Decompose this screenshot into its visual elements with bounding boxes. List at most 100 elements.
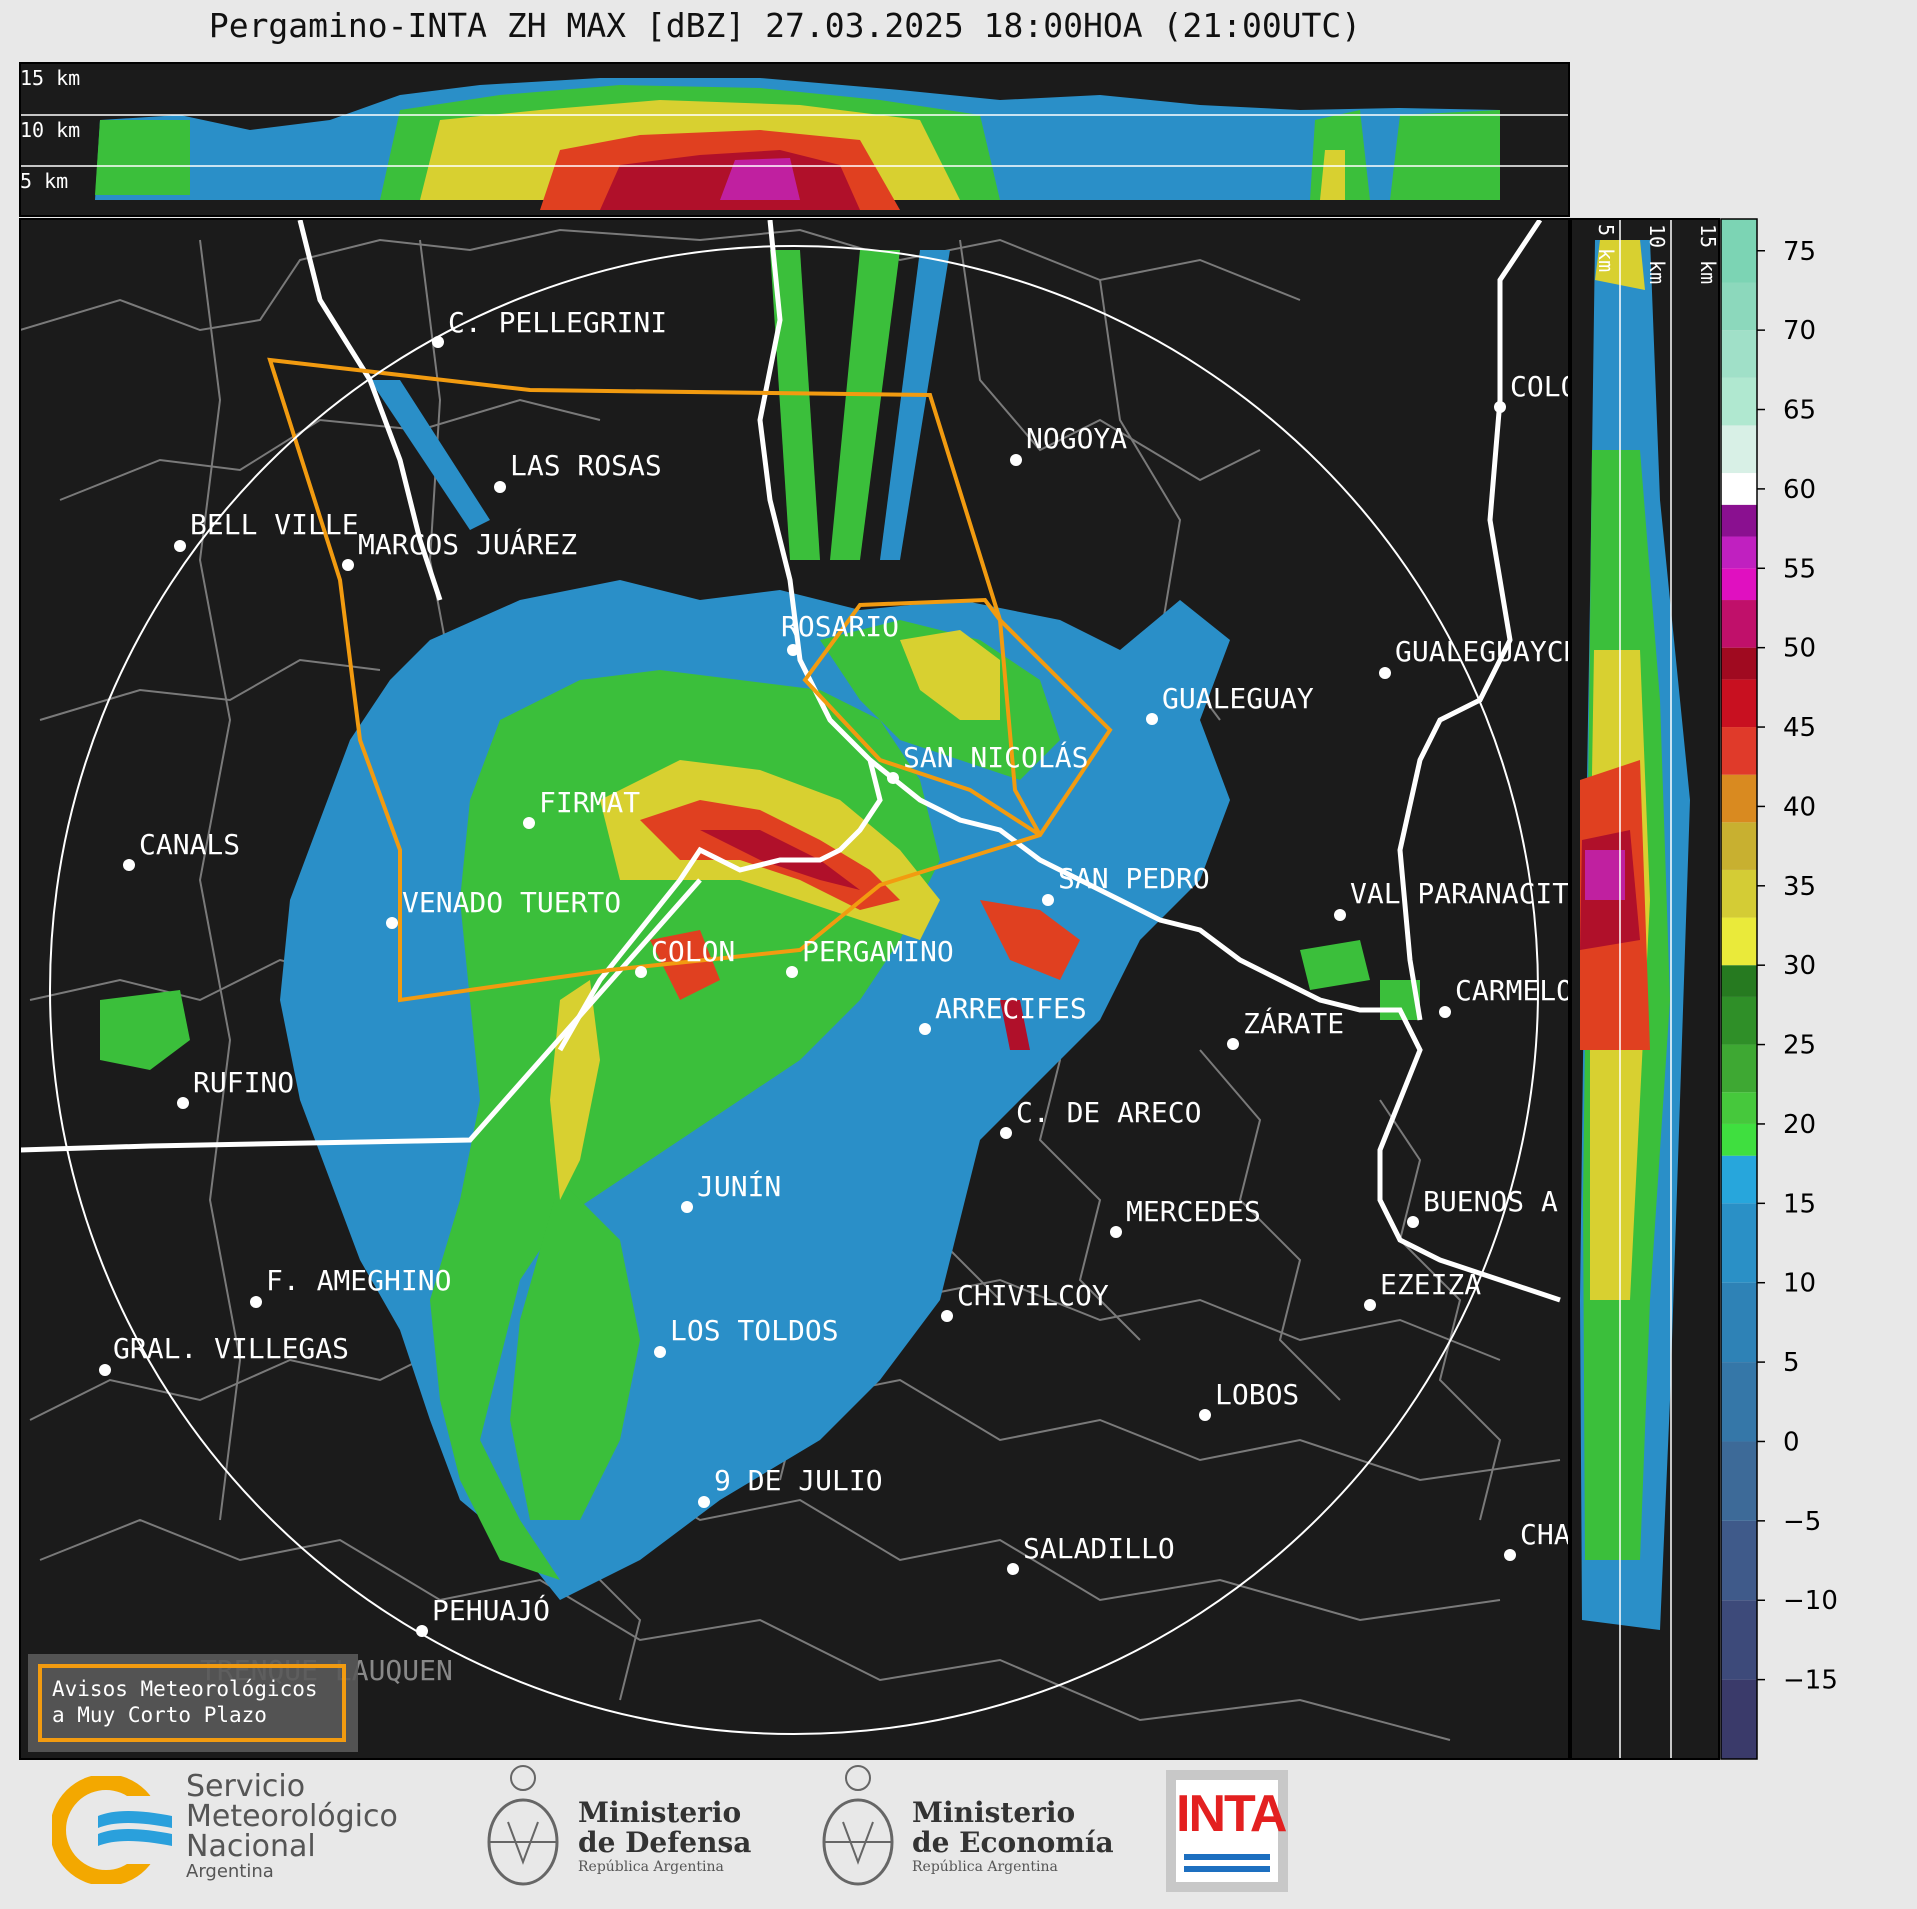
- city-label: ZÁRATE: [1243, 1006, 1344, 1040]
- city-label: LAS ROSAS: [510, 449, 662, 482]
- defensa-line3: República Argentina: [578, 1859, 724, 1875]
- economia-line3: República Argentina: [912, 1859, 1058, 1875]
- economia-line1: Ministerio: [912, 1796, 1076, 1829]
- colorbar-tick-label: 60: [1783, 475, 1816, 505]
- city-label: C. PELLEGRINI: [448, 306, 667, 339]
- colorbar-swatch: [1721, 869, 1757, 918]
- colorbar-swatch: [1721, 600, 1757, 648]
- main-map: C. PELLEGRINI LAS ROSAS NOGOYA BELL VILL…: [19, 218, 1580, 1760]
- colorbar-swatch: [1721, 774, 1757, 823]
- economia-line2: de Economía: [912, 1826, 1114, 1859]
- city-label: GUALEGUAYCH: [1395, 635, 1580, 668]
- colorbar-swatch: [1721, 822, 1757, 870]
- city-label: VENADO TUERTO: [402, 886, 621, 919]
- defensa-line1: Ministerio: [578, 1796, 742, 1829]
- page-title: Pergamino-INTA ZH MAX [dBZ] 27.03.2025 1…: [208, 6, 1362, 45]
- city-label: RUFINO: [193, 1066, 294, 1099]
- colorbar-swatch: [1721, 727, 1757, 775]
- warning-legend-line2: a Muy Corto Plazo: [52, 1703, 267, 1727]
- city-label: CHIVILCOY: [957, 1279, 1109, 1312]
- smn-logo: [50, 1774, 172, 1886]
- colorbar-swatch: [1721, 1092, 1757, 1124]
- colorbar-tick-label: 5: [1783, 1348, 1800, 1378]
- inta-wordmark: INTA: [1176, 1785, 1287, 1843]
- colorbar-swatch: [1721, 1679, 1757, 1759]
- colorbar-swatch: [1721, 1600, 1757, 1680]
- city-label: CHA: [1520, 1518, 1571, 1551]
- city-label: LOS TOLDOS: [670, 1314, 839, 1347]
- city-markers: [99, 336, 1516, 1637]
- colorbar-swatch: [1721, 1282, 1757, 1363]
- city-label: NOGOYA: [1026, 422, 1127, 455]
- colorbar-tick-label: 70: [1783, 316, 1816, 346]
- city-label: PEHUAJÓ: [432, 1593, 550, 1627]
- warning-polygons: [267, 357, 1113, 1003]
- colorbar-swatch: [1721, 219, 1757, 283]
- warning-legend-line1: Avisos Meteorológicos: [52, 1677, 318, 1701]
- colorbar-tick-label: −10: [1783, 1586, 1838, 1616]
- rivers: [20, 219, 1561, 1303]
- warning-legend: Avisos Meteorológicos a Muy Corto Plazo: [28, 1654, 358, 1752]
- city-label: SAN PEDRO: [1058, 862, 1210, 895]
- colorbar-tick-label: 15: [1783, 1189, 1816, 1219]
- top-label-15km: 15 km: [20, 66, 80, 90]
- top-label-10km: 10 km: [20, 118, 80, 142]
- smn-line3: Nacional: [186, 1829, 316, 1864]
- city-label: SAN NICOLÁS: [903, 740, 1088, 774]
- colorbar-swatches: [1721, 219, 1757, 1759]
- colorbar-swatch: [1721, 425, 1757, 474]
- inta-logo: INTA: [1166, 1770, 1288, 1892]
- smn-line4: Argentina: [186, 1861, 274, 1882]
- ministerio-economia-logo: Ministerio de Economía República Argenti…: [912, 1798, 1114, 1876]
- colorbar-swatch: [1721, 1155, 1757, 1204]
- colorbar-tick-label: 35: [1783, 872, 1816, 902]
- colorbar-tick-label: 10: [1783, 1269, 1816, 1299]
- city-label: JUNÍN: [697, 1169, 781, 1203]
- city-label: ARRECIFES: [935, 992, 1087, 1025]
- city-label: C. DE ARECO: [1016, 1096, 1201, 1129]
- city-label: MERCEDES: [1126, 1195, 1261, 1228]
- colorbar-tick-label: −15: [1783, 1666, 1838, 1696]
- colorbar-tick-label: 65: [1783, 396, 1816, 426]
- colorbar-swatch: [1721, 917, 1757, 966]
- city-label: ROSARIO: [781, 610, 899, 643]
- city-label: BUENOS A: [1423, 1185, 1558, 1218]
- right-label-10km: 10 km: [1645, 224, 1669, 284]
- radar-map: 15 km 10 km 5 km: [19, 62, 1838, 1760]
- smn-line1: Servicio: [186, 1769, 306, 1804]
- right-cross-section: 5 km 10 km 15 km: [1570, 218, 1720, 1760]
- city-label: CARMELO: [1455, 974, 1573, 1007]
- colorbar-swatch: [1721, 473, 1757, 505]
- colorbar-swatch: [1721, 282, 1757, 331]
- ministerio-defensa-logo: Ministerio de Defensa República Argentin…: [578, 1798, 751, 1876]
- colorbar-swatch: [1721, 504, 1757, 537]
- colorbar-tick-label: 75: [1783, 237, 1816, 267]
- colorbar-tick-label: 40: [1783, 792, 1816, 822]
- city-label: VAL PARANACIT: [1350, 877, 1569, 910]
- colorbar-tick-label: 25: [1783, 1031, 1816, 1061]
- city-label: GUALEGUAY: [1162, 682, 1314, 715]
- city-label: BELL VILLE: [190, 508, 359, 541]
- city-label: COLON: [651, 935, 735, 968]
- smn-line2: Meteorológico: [186, 1799, 398, 1834]
- colorbar-swatch: [1721, 1520, 1757, 1601]
- top-label-5km: 5 km: [20, 169, 68, 193]
- city-label: PERGAMINO: [802, 935, 954, 968]
- right-label-15km: 15 km: [1696, 224, 1720, 284]
- top-cross-section: 15 km 10 km 5 km: [19, 62, 1570, 217]
- colorbar-swatch: [1721, 1441, 1757, 1521]
- colorbar-tick-label: 20: [1783, 1110, 1816, 1140]
- colorbar-swatch: [1721, 377, 1757, 426]
- defensa-line2: de Defensa: [578, 1826, 752, 1859]
- colorbar-swatch: [1721, 1362, 1757, 1442]
- colorbar-swatch: [1721, 330, 1757, 378]
- city-label: EZEIZA: [1380, 1268, 1481, 1301]
- colorbar-swatch: [1721, 965, 1757, 997]
- argentina-coat-of-arms-icon: [822, 1765, 894, 1886]
- colorbar-swatch: [1721, 536, 1757, 569]
- city-label: 9 DE JULIO: [714, 1464, 883, 1497]
- argentina-coat-of-arms-icon: [487, 1765, 559, 1886]
- colorbar-tick-label: 0: [1783, 1427, 1800, 1457]
- colorbar-swatch: [1721, 1123, 1757, 1156]
